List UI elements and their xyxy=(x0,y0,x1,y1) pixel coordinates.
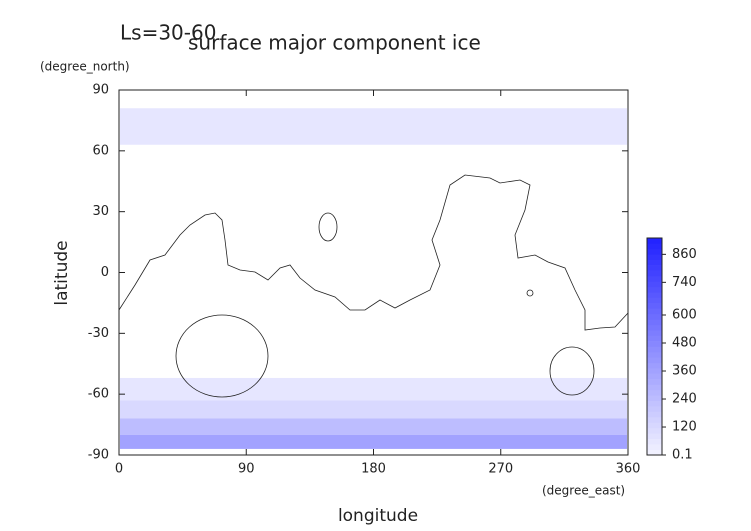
colorbar-step xyxy=(647,238,662,244)
y-tick-label: 30 xyxy=(92,204,109,219)
y-tick-label: -90 xyxy=(88,448,109,463)
colorbar-step xyxy=(647,384,662,391)
y-tick-label: -60 xyxy=(88,387,109,402)
colorbar-tick-label: 240 xyxy=(672,392,697,407)
colorbar-step xyxy=(647,422,662,429)
colorbar-step xyxy=(647,254,662,260)
x-tick-label: 360 xyxy=(616,462,641,477)
y-tick-label: 0 xyxy=(101,265,109,280)
contour xyxy=(526,289,534,297)
colorbar-step xyxy=(647,444,662,450)
colorbar-tick-label: 480 xyxy=(672,336,697,351)
colorbar-step xyxy=(647,335,662,342)
colorbar-step xyxy=(647,411,662,418)
colorbar-step xyxy=(647,341,662,347)
colorbar-step xyxy=(647,303,662,309)
colorbar-step xyxy=(647,270,662,277)
y-axis-label: latitude xyxy=(52,240,72,305)
colorbar-step xyxy=(647,292,662,298)
contour xyxy=(118,174,629,331)
colorbar-step xyxy=(647,427,662,434)
ice-band xyxy=(120,418,627,435)
colorbar-tick-label: 0.1 xyxy=(672,448,693,463)
colorbar-step xyxy=(647,379,662,385)
colorbar-step xyxy=(647,417,662,423)
colorbar-step xyxy=(647,449,662,456)
colorbar-step xyxy=(647,308,662,315)
colorbar-step xyxy=(647,395,662,402)
y-tick-label: 90 xyxy=(92,83,109,98)
colorbar-step xyxy=(647,400,662,407)
x-tick-label: 90 xyxy=(238,462,255,477)
colorbar-step xyxy=(647,319,662,326)
chart-title: surface major component ice xyxy=(188,31,481,55)
colorbar-step xyxy=(647,297,662,304)
colorbar-step xyxy=(647,346,662,353)
colorbar-step xyxy=(647,259,662,266)
contour xyxy=(175,314,269,398)
ice-band xyxy=(120,377,627,401)
chart-subtitle: Ls=30-60 xyxy=(120,21,216,45)
colorbar-step xyxy=(647,243,662,250)
colorbar-tick-label: 120 xyxy=(672,420,697,435)
y-tick-label: -30 xyxy=(88,326,109,341)
x-unit: (degree_east) xyxy=(542,484,625,498)
contour xyxy=(318,212,338,242)
colorbar-step xyxy=(647,389,662,396)
colorbar-frame xyxy=(646,237,663,456)
colorbar-step xyxy=(647,330,662,336)
colorbar-step xyxy=(647,433,662,440)
ice-band xyxy=(120,434,627,449)
colorbar-step xyxy=(647,373,662,380)
x-tick-label: 270 xyxy=(488,462,513,477)
y-unit: (degree_north) xyxy=(40,60,130,74)
contour xyxy=(549,346,595,396)
colorbar-tick-label: 860 xyxy=(672,247,697,262)
x-tick-label: 0 xyxy=(115,462,123,477)
colorbar-step xyxy=(647,368,662,374)
colorbar-step xyxy=(647,351,662,358)
colorbar-step xyxy=(647,357,662,364)
colorbar-step xyxy=(647,286,662,293)
plot-area xyxy=(120,108,627,449)
colorbar-step xyxy=(647,265,662,271)
topography-contours xyxy=(118,174,629,398)
colorbar-step xyxy=(647,281,662,288)
colorbar-step xyxy=(647,438,662,445)
ice-band xyxy=(120,400,627,419)
colorbar-tick-label: 740 xyxy=(672,275,697,290)
colorbar-step xyxy=(647,248,662,255)
colorbar-step xyxy=(647,275,662,282)
colorbar-tick-label: 600 xyxy=(672,308,697,323)
x-axis-label: longitude xyxy=(338,506,418,526)
colorbar-step xyxy=(647,313,662,320)
x-tick-label: 180 xyxy=(361,462,386,477)
colorbar-step xyxy=(647,362,662,369)
colorbar-step xyxy=(647,324,662,331)
colorbar-tick-label: 360 xyxy=(672,364,697,379)
ice-band xyxy=(120,108,627,145)
colorbar-step xyxy=(647,406,662,412)
y-tick-label: 60 xyxy=(92,143,109,158)
